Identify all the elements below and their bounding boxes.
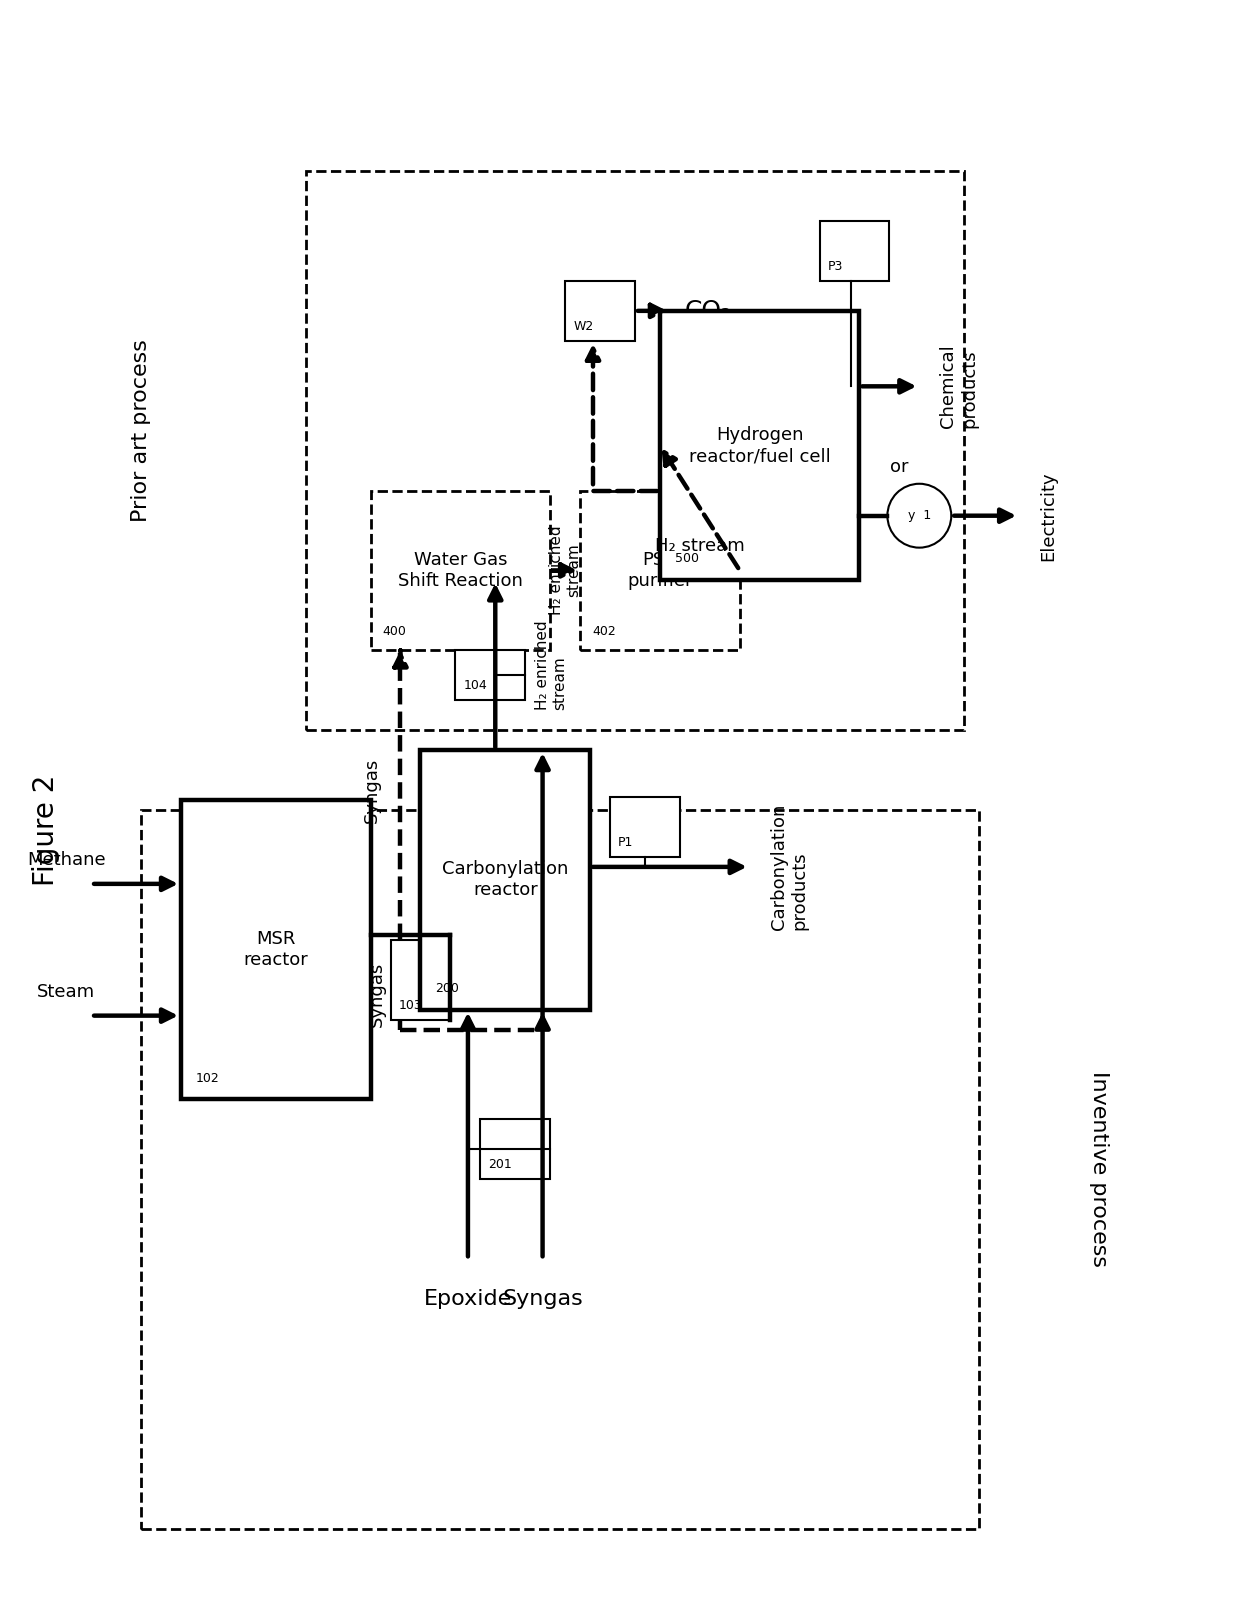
Text: Epoxide: Epoxide [424, 1290, 512, 1309]
Text: Electricity: Electricity [1039, 470, 1056, 560]
Text: 200: 200 [435, 982, 459, 995]
Bar [820, 221, 889, 280]
Text: Figure 2: Figure 2 [32, 774, 61, 886]
Bar [371, 491, 551, 650]
Bar [580, 491, 740, 650]
Text: Carbonylation
products: Carbonylation products [770, 803, 808, 931]
Text: y  1: y 1 [908, 509, 931, 522]
Text: P1: P1 [618, 836, 634, 848]
Text: Syngas: Syngas [367, 963, 386, 1027]
Text: 102: 102 [196, 1072, 219, 1085]
Bar [306, 171, 965, 729]
Bar [610, 797, 680, 857]
Text: 400: 400 [382, 625, 407, 638]
Bar [420, 750, 590, 1009]
Text: P3: P3 [827, 259, 843, 274]
Text: Syngas: Syngas [362, 757, 381, 823]
Bar [660, 311, 859, 580]
Text: or: or [890, 459, 909, 477]
Bar [480, 1119, 551, 1180]
Text: Prior art process: Prior art process [131, 340, 151, 522]
Text: 201: 201 [489, 1158, 512, 1172]
Text: Carbonylation
reactor: Carbonylation reactor [443, 860, 568, 900]
Text: Methane: Methane [27, 852, 105, 869]
Text: PSA
purifier: PSA purifier [627, 551, 693, 589]
Text: Chemical
products: Chemical products [939, 345, 978, 428]
Bar [565, 280, 635, 341]
Text: H₂ enriched
stream: H₂ enriched stream [536, 620, 568, 710]
Text: Hydrogen
reactor/fuel cell: Hydrogen reactor/fuel cell [688, 427, 831, 465]
Text: 103: 103 [398, 998, 423, 1011]
Text: Inventive process: Inventive process [1089, 1071, 1109, 1267]
Text: H₂ enriched
stream: H₂ enriched stream [549, 525, 582, 615]
Text: W2: W2 [573, 320, 594, 333]
Text: 500: 500 [675, 552, 699, 565]
Text: Steam: Steam [37, 982, 95, 1001]
Text: CO₂: CO₂ [684, 299, 732, 324]
Text: 104: 104 [464, 679, 487, 692]
Bar [455, 650, 526, 700]
Text: Water Gas
Shift Reaction: Water Gas Shift Reaction [398, 551, 523, 589]
Text: Syngas: Syngas [502, 1290, 583, 1309]
Text: MSR
reactor: MSR reactor [243, 931, 309, 969]
Text: 402: 402 [591, 625, 616, 638]
Bar [141, 810, 980, 1530]
Bar [391, 940, 450, 1019]
Text: H₂ stream: H₂ stream [655, 538, 745, 555]
Bar [181, 800, 371, 1100]
